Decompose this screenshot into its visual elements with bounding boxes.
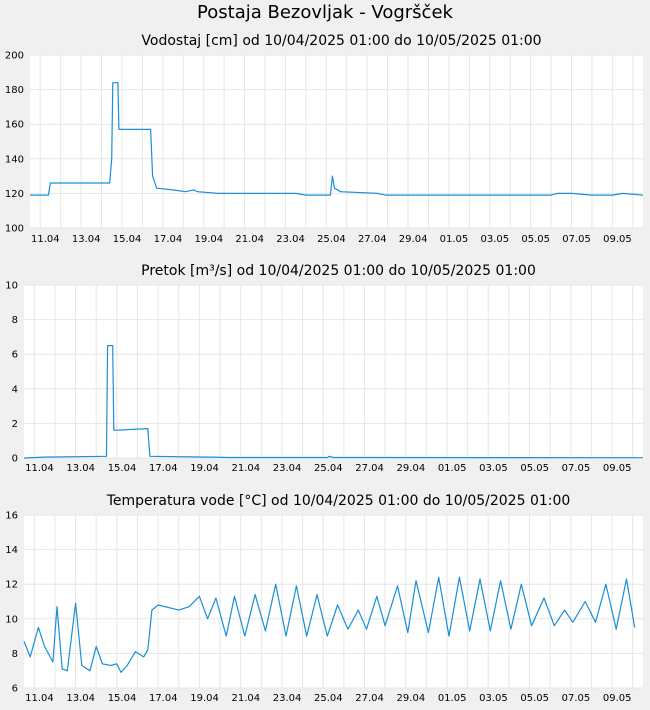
chart-title: Pretok [m³/s] od 10/04/2025 01:00 do 10/… bbox=[141, 263, 536, 279]
x-tick-label: 11.04 bbox=[25, 693, 54, 704]
x-tick-label: 23.04 bbox=[273, 463, 302, 474]
x-tick-label: 27.04 bbox=[355, 463, 384, 474]
x-tick-label: 09.05 bbox=[603, 234, 632, 245]
chart-panel-1: Pretok [m³/s] od 10/04/2025 01:00 do 10/… bbox=[5, 263, 644, 474]
y-tick-label: 8 bbox=[12, 315, 18, 326]
series-line bbox=[30, 82, 644, 196]
y-tick-label: 140 bbox=[5, 154, 24, 165]
y-tick-label: 0 bbox=[12, 454, 18, 465]
x-tick-label: 01.05 bbox=[438, 463, 467, 474]
x-tick-label: 11.04 bbox=[25, 463, 54, 474]
x-tick-label: 01.05 bbox=[438, 693, 467, 704]
y-tick-label: 10 bbox=[5, 614, 18, 625]
y-tick-label: 180 bbox=[5, 85, 24, 96]
x-tick-label: 13.04 bbox=[66, 463, 95, 474]
chart-title: Vodostaj [cm] od 10/04/2025 01:00 do 10/… bbox=[141, 33, 541, 49]
x-tick-label: 03.05 bbox=[481, 234, 510, 245]
x-tick-label: 09.05 bbox=[603, 463, 632, 474]
y-tick-label: 100 bbox=[5, 224, 24, 235]
x-tick-label: 21.04 bbox=[235, 234, 264, 245]
y-tick-label: 120 bbox=[5, 189, 24, 200]
x-tick-label: 23.04 bbox=[276, 234, 305, 245]
chart-title: Temperatura vode [°C] od 10/04/2025 01:0… bbox=[106, 493, 571, 509]
x-tick-label: 03.05 bbox=[479, 463, 508, 474]
x-tick-label: 09.05 bbox=[603, 693, 632, 704]
y-tick-label: 2 bbox=[12, 419, 18, 430]
x-tick-label: 11.04 bbox=[31, 234, 60, 245]
x-tick-label: 29.04 bbox=[397, 693, 426, 704]
x-tick-label: 07.05 bbox=[562, 463, 591, 474]
x-tick-label: 25.04 bbox=[314, 463, 343, 474]
y-tick-label: 14 bbox=[5, 545, 18, 556]
y-tick-label: 200 bbox=[5, 51, 24, 62]
x-tick-label: 27.04 bbox=[355, 693, 384, 704]
y-tick-label: 8 bbox=[12, 649, 18, 660]
x-tick-label: 23.04 bbox=[273, 693, 302, 704]
x-tick-label: 19.04 bbox=[194, 234, 223, 245]
x-tick-label: 15.04 bbox=[113, 234, 142, 245]
x-tick-label: 05.05 bbox=[520, 463, 549, 474]
x-tick-label: 17.04 bbox=[149, 463, 178, 474]
x-tick-label: 15.04 bbox=[108, 693, 137, 704]
x-tick-label: 07.05 bbox=[562, 693, 591, 704]
plot-area bbox=[30, 55, 643, 228]
chart-panel-0: Vodostaj [cm] od 10/04/2025 01:00 do 10/… bbox=[5, 33, 644, 245]
y-tick-label: 10 bbox=[5, 281, 18, 292]
x-tick-label: 03.05 bbox=[479, 693, 508, 704]
x-tick-label: 13.04 bbox=[66, 693, 95, 704]
x-tick-label: 17.04 bbox=[154, 234, 183, 245]
x-tick-label: 21.04 bbox=[231, 463, 260, 474]
page-title: Postaja Bezovljak - Vogršček bbox=[197, 2, 453, 23]
x-tick-label: 21.04 bbox=[231, 693, 260, 704]
x-tick-label: 29.04 bbox=[399, 234, 428, 245]
y-tick-label: 6 bbox=[12, 684, 18, 695]
x-tick-label: 01.05 bbox=[440, 234, 469, 245]
y-tick-label: 12 bbox=[5, 580, 18, 591]
x-tick-label: 25.04 bbox=[314, 693, 343, 704]
y-tick-label: 16 bbox=[5, 511, 18, 522]
x-tick-label: 25.04 bbox=[317, 234, 346, 245]
x-tick-label: 13.04 bbox=[72, 234, 101, 245]
y-tick-label: 6 bbox=[12, 350, 18, 361]
x-tick-label: 17.04 bbox=[149, 693, 178, 704]
chart-panel-2: Temperatura vode [°C] od 10/04/2025 01:0… bbox=[5, 493, 643, 704]
x-tick-label: 29.04 bbox=[397, 463, 426, 474]
x-tick-label: 27.04 bbox=[358, 234, 387, 245]
x-tick-label: 07.05 bbox=[562, 234, 591, 245]
x-tick-label: 19.04 bbox=[190, 693, 219, 704]
series-line bbox=[23, 345, 644, 459]
x-tick-label: 05.05 bbox=[520, 693, 549, 704]
x-tick-label: 19.04 bbox=[190, 463, 219, 474]
y-tick-label: 4 bbox=[12, 384, 18, 395]
x-tick-label: 15.04 bbox=[108, 463, 137, 474]
x-tick-label: 05.05 bbox=[521, 234, 550, 245]
series-line bbox=[23, 576, 636, 674]
y-tick-label: 160 bbox=[5, 120, 24, 131]
plot-area bbox=[24, 515, 643, 688]
